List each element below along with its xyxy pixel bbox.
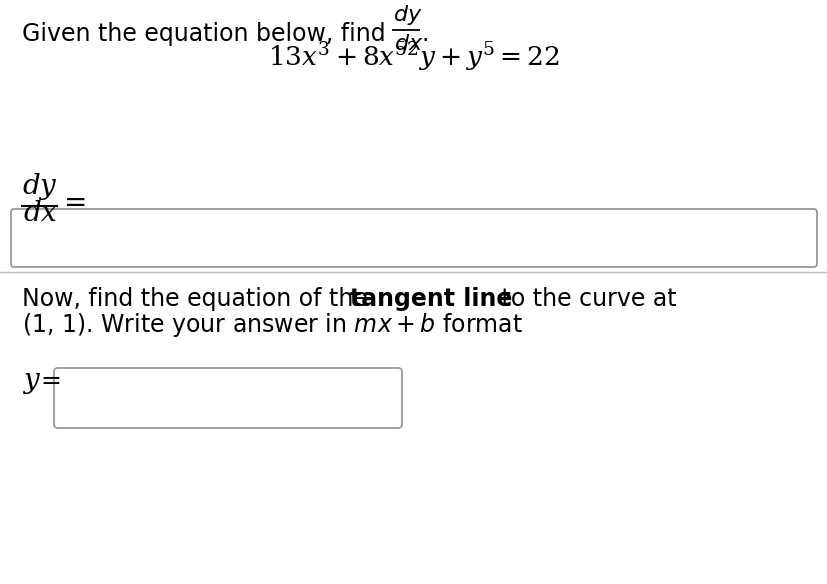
Text: $y$: $y$	[22, 368, 41, 396]
Text: $dy$: $dy$	[22, 171, 58, 202]
Text: Now, find the equation of the: Now, find the equation of the	[22, 287, 375, 311]
Text: =: =	[64, 189, 88, 217]
Text: $dx$: $dx$	[394, 34, 423, 54]
FancyBboxPatch shape	[11, 209, 816, 267]
Text: tangent line: tangent line	[350, 287, 512, 311]
Text: $13x^3 + 8x^{52}y + y^5 = 22$: $13x^3 + 8x^{52}y + y^5 = 22$	[268, 40, 559, 74]
Text: (1, 1). Write your answer in $mx + b$ format: (1, 1). Write your answer in $mx + b$ fo…	[22, 311, 523, 339]
FancyBboxPatch shape	[54, 368, 402, 428]
Text: =: =	[40, 369, 61, 393]
Text: $dy$: $dy$	[393, 3, 422, 27]
Text: .: .	[422, 22, 429, 46]
Text: Given the equation below, find: Given the equation below, find	[22, 22, 385, 46]
Text: to the curve at: to the curve at	[494, 287, 676, 311]
Text: $dx$: $dx$	[23, 199, 58, 227]
